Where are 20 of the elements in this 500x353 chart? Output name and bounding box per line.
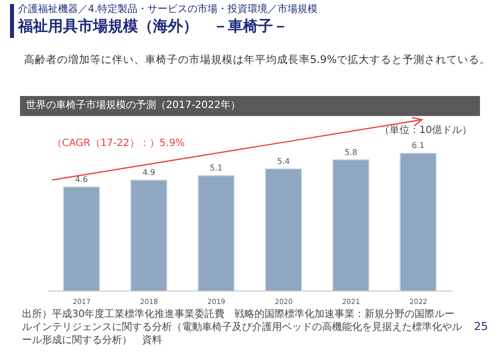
text: 福祉用具市場規模（海外） －車椅子－: [18, 17, 288, 36]
data-label: 5.8: [344, 148, 358, 157]
data-label: 5.4: [277, 156, 290, 166]
text: （単位：10億ドル）: [379, 124, 472, 137]
text: 25: [474, 320, 488, 333]
text: （CAGR（17-22）：）5.9%: [52, 137, 185, 150]
text: 出所）平成30年度工業標準化推進事業委託費 戦略的国際標準化加速事業：新規分野の国際ルールインテリジェンスに関する分析（電動車椅子及び介護用ベッドの高機能化を見据えた標準化やルール形成に関する分析） 資料: [22, 308, 462, 347]
data-label: 4.9: [142, 168, 156, 178]
text: 介護福祉機器／4.特定製品・サービスの市場・投資環境／市場規模: [18, 2, 318, 16]
bar: [198, 175, 235, 291]
bar: [130, 180, 168, 291]
bar: [62, 186, 100, 291]
bar: [264, 168, 302, 291]
data-label: 5.1: [210, 164, 223, 173]
chart-subtitle: 高齢者の増加等に伴い、車椅子の市場規模は年平均成長率5.9%で拡大すると予測されている。: [24, 53, 491, 67]
bar: [400, 153, 437, 291]
data-label: 4.6: [75, 174, 88, 184]
chart-title: 世界の車椅子市場規模の予測（2017-2022年）: [20, 96, 480, 116]
data-label: 6.1: [412, 141, 425, 150]
bar: [332, 159, 370, 291]
